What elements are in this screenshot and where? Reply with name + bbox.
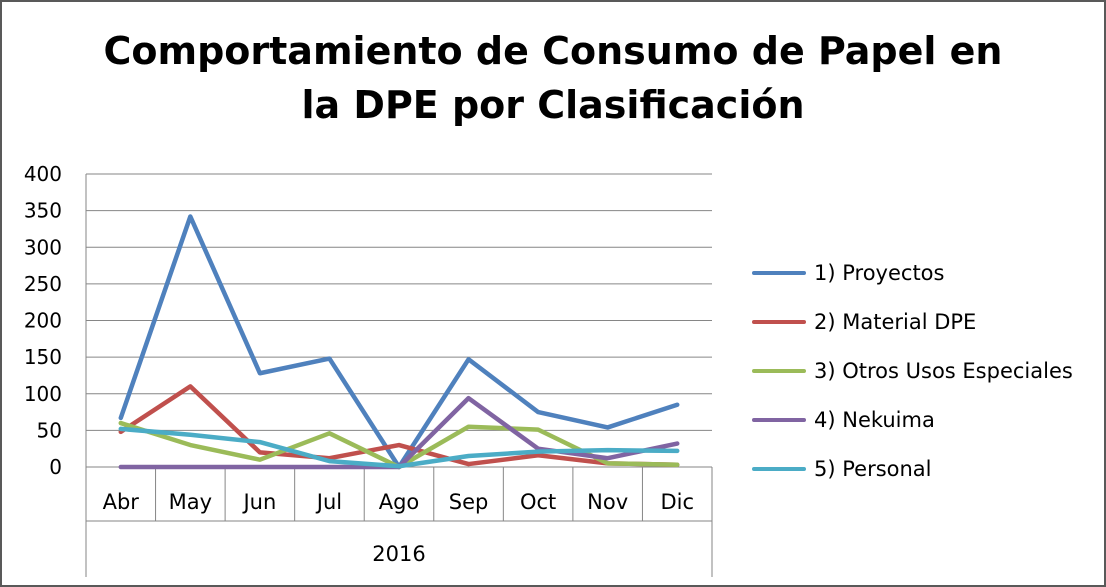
y-tick-label: 50	[37, 418, 62, 442]
y-tick-label: 400	[24, 162, 62, 186]
x-tick-label: Abr	[103, 490, 140, 514]
x-tick-label: Dic	[660, 490, 694, 514]
legend-swatch	[752, 368, 806, 373]
series-line-2	[118, 384, 680, 468]
x-tick-label: Jun	[241, 490, 276, 514]
x-tick-label: Jul	[315, 490, 342, 514]
y-tick-label: 150	[24, 345, 62, 369]
y-tick-label: 200	[24, 309, 62, 333]
legend-item-4: 4) Nekuima	[752, 395, 1073, 444]
x-tick-label: Nov	[587, 490, 628, 514]
series-line-4	[118, 395, 680, 470]
chart-title-line-2: la DPE por Clasificación	[301, 83, 805, 127]
legend-item-1: 1) Proyectos	[752, 248, 1073, 297]
legend-label: 4) Nekuima	[814, 407, 935, 432]
legend-item-2: 2) Material DPE	[752, 297, 1073, 346]
x-group-label: 2016	[372, 542, 425, 566]
legend-item-3: 3) Otros Usos Especiales	[752, 346, 1073, 395]
legend-label: 5) Personal	[814, 456, 932, 481]
x-tick-label: May	[169, 490, 212, 514]
legend-label: 3) Otros Usos Especiales	[814, 358, 1073, 383]
y-tick-label: 250	[24, 272, 62, 296]
legend-label: 2) Material DPE	[814, 309, 977, 334]
y-tick-label: 100	[24, 382, 62, 406]
chart-title: Comportamiento de Consumo de Papel en la…	[0, 24, 1106, 132]
chart-title-line-1: Comportamiento de Consumo de Papel en	[103, 29, 1003, 73]
legend-swatch	[752, 270, 806, 275]
legend-label: 1) Proyectos	[814, 260, 945, 285]
legend-swatch	[752, 466, 806, 471]
legend-swatch	[752, 417, 806, 422]
y-tick-label: 350	[24, 199, 62, 223]
y-tick-label: 0	[49, 455, 62, 479]
legend-swatch	[752, 319, 806, 324]
series-line-1	[118, 214, 680, 470]
y-tick-label: 300	[24, 235, 62, 259]
chart-legend: 1) Proyectos 2) Material DPE 3) Otros Usos…	[752, 248, 1073, 493]
x-tick-label: Ago	[379, 490, 420, 514]
x-tick-label: Sep	[449, 490, 489, 514]
series-line-5	[118, 426, 680, 469]
x-tick-label: Oct	[520, 490, 556, 514]
legend-item-5: 5) Personal	[752, 444, 1073, 493]
